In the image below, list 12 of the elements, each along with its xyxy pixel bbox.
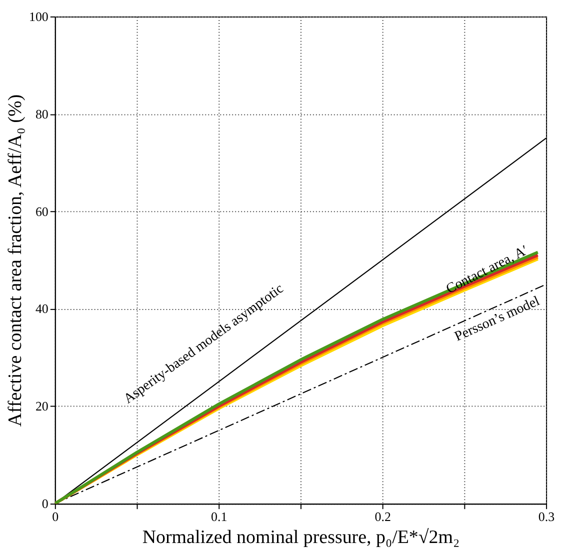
- y-tick-label: 60: [35, 204, 48, 219]
- y-tick-label: 0: [42, 496, 48, 512]
- x-axis-title: Normalized nominal pressure, p₀/E*√2m₂: [142, 527, 460, 548]
- y-tick-label: 20: [35, 398, 48, 414]
- y-tick-label: 100: [28, 8, 48, 24]
- y-tick-label: 40: [35, 301, 48, 316]
- x-tick-label: 0.2: [374, 509, 391, 524]
- x-tick-label: 0.3: [538, 509, 555, 524]
- x-tick-label: 0.1: [211, 509, 228, 524]
- y-tick-label: 80: [35, 106, 48, 122]
- y-axis-title: Affective contact area fraction, Aeff/A₀ (%): [4, 94, 26, 427]
- x-tick-label: 0: [52, 509, 59, 524]
